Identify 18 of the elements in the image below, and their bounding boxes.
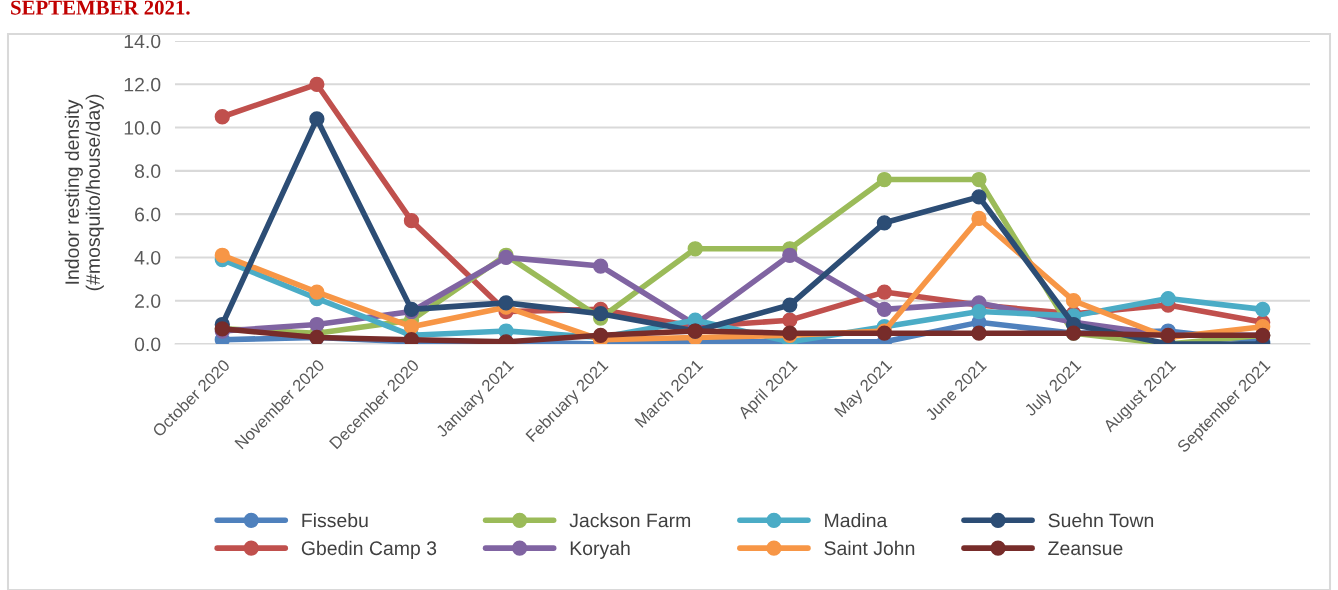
y-tick-label: 4.0 (134, 250, 161, 265)
legend-label: Suehn Town (1048, 513, 1154, 528)
y-tick-label: 6.0 (135, 207, 161, 222)
y-tick-label: 2.0 (135, 294, 161, 308)
y-tick-label: 0.0 (134, 337, 161, 352)
legend-label: Madina (825, 513, 888, 528)
legend-label: Koryah (570, 540, 630, 559)
legend-label: Gbedin Camp 3 (301, 540, 437, 559)
y-tick-label: 10.0 (124, 121, 161, 135)
chart-title: SEPTEMBER 2021. (11, 0, 190, 15)
y-axis-title: Indoor resting density (#mosquito/house/day) (64, 94, 104, 291)
legend-label: Jackson Farm (569, 513, 691, 528)
y-tick-label: 14.0 (124, 34, 161, 49)
legend-label: Zeansue (1048, 541, 1123, 556)
y-tick-label: 12.0 (124, 77, 161, 92)
legend-label: Saint John (824, 540, 915, 556)
legend-label: Fissebu (302, 513, 368, 528)
y-tick-label: 8.0 (134, 164, 161, 179)
